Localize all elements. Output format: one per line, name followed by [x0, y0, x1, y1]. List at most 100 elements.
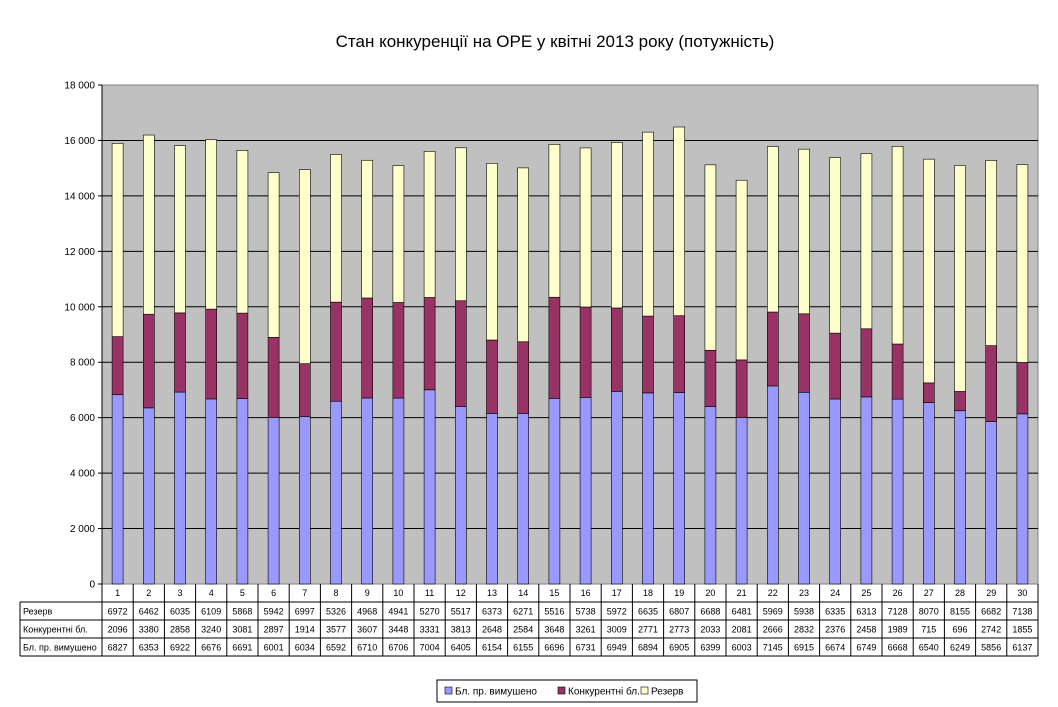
data-label: 3380 — [139, 625, 159, 635]
bar-segment — [111, 143, 124, 337]
bar-segment — [735, 359, 748, 418]
x-tick-label: 22 — [768, 588, 778, 598]
bar-segment — [798, 313, 810, 393]
data-label: 6035 — [170, 607, 190, 617]
bar-segment — [579, 397, 592, 585]
x-tick-label: 11 — [425, 588, 434, 598]
data-label: 6462 — [139, 607, 159, 617]
bar-segment — [517, 413, 530, 585]
data-label: 6635 — [638, 607, 658, 617]
data-label: 3081 — [232, 625, 252, 635]
data-label: 5938 — [794, 607, 814, 617]
x-tick-label: 30 — [1017, 588, 1027, 598]
bar-segment — [891, 146, 904, 345]
bar-segment — [954, 165, 966, 392]
bar-segment — [579, 147, 592, 308]
bar-segment — [642, 392, 654, 585]
data-label: 6313 — [856, 607, 876, 617]
bar-segment — [423, 151, 436, 298]
bar-segment — [735, 417, 748, 585]
bar-segment — [392, 302, 405, 399]
x-tick-label: 8 — [333, 588, 338, 598]
data-label: 6922 — [170, 643, 190, 653]
bar-segment — [330, 154, 342, 303]
bar-segment — [236, 150, 249, 314]
data-label: 6710 — [357, 643, 377, 653]
bar-segment — [330, 400, 342, 585]
data-label: 2033 — [700, 625, 720, 635]
y-tick-label: 8 000 — [70, 358, 95, 369]
x-tick-label: 2 — [146, 588, 151, 598]
x-tick-label: 14 — [518, 588, 528, 598]
data-label: 3448 — [388, 625, 408, 635]
bar-segment — [704, 406, 717, 585]
data-label: 8155 — [950, 607, 970, 617]
data-label: 6592 — [326, 643, 346, 653]
data-label: 6137 — [1012, 643, 1032, 653]
bar-segment — [922, 158, 935, 384]
data-label: 6706 — [388, 643, 408, 653]
bar-segment — [829, 332, 842, 400]
data-label: 3261 — [576, 625, 596, 635]
data-label: 7145 — [763, 643, 783, 653]
bar-segment — [954, 410, 966, 585]
table-row-label: Резерв — [23, 607, 52, 617]
x-tick-label: 24 — [830, 588, 840, 598]
plot-background — [101, 84, 1039, 585]
legend-swatch — [444, 686, 453, 695]
bar-segment — [236, 398, 249, 585]
bar-segment — [330, 301, 342, 402]
x-tick-label: 12 — [456, 588, 466, 598]
bar-segment — [610, 307, 623, 392]
x-tick-label: 10 — [393, 588, 403, 598]
legend-label: Бл. пр. вимушено — [455, 687, 537, 698]
data-label: 3240 — [201, 625, 221, 635]
bar-segment — [517, 167, 530, 343]
bar-segment — [111, 394, 124, 585]
bar-segment — [673, 126, 686, 317]
bar-segment — [860, 328, 873, 398]
legend-swatch — [557, 686, 566, 695]
bar-segment — [267, 172, 280, 338]
bar-segment — [236, 312, 249, 399]
data-label: 2648 — [482, 625, 502, 635]
bar-segment — [205, 308, 217, 400]
bar-segment — [392, 165, 405, 303]
data-label: 2376 — [825, 625, 845, 635]
x-tick-label: 16 — [581, 588, 591, 598]
data-label: 7138 — [1012, 607, 1032, 617]
x-tick-label: 28 — [955, 588, 965, 598]
bar-segment — [829, 157, 842, 334]
y-tick-label: 10 000 — [64, 302, 95, 313]
data-label: 6353 — [139, 643, 159, 653]
data-label: 6540 — [919, 643, 939, 653]
data-label: 5969 — [763, 607, 783, 617]
data-label: 3009 — [607, 625, 627, 635]
data-label: 3577 — [326, 625, 346, 635]
bar-segment — [486, 413, 498, 585]
bar-segment — [205, 398, 217, 585]
bar-segment — [673, 315, 686, 393]
bar-segment — [610, 391, 623, 585]
data-label: 5972 — [607, 607, 627, 617]
bar-segment — [922, 382, 935, 403]
bar-segment — [798, 392, 810, 585]
x-tick-label: 25 — [861, 588, 871, 598]
data-label: 3331 — [420, 625, 440, 635]
bar-segment — [548, 398, 561, 585]
bar-segment — [298, 363, 311, 418]
data-label: 5270 — [420, 607, 440, 617]
data-label: 7128 — [888, 607, 908, 617]
data-label: 3813 — [451, 625, 471, 635]
bar-segment — [205, 139, 217, 310]
data-label: 6682 — [981, 607, 1001, 617]
data-label: 6373 — [482, 607, 502, 617]
y-tick-label: 2 000 — [70, 524, 95, 535]
x-tick-label: 29 — [986, 588, 996, 598]
bar-segment — [298, 169, 311, 364]
data-label: 5856 — [981, 643, 1001, 653]
bar-segment — [111, 336, 124, 396]
data-label: 2458 — [856, 625, 876, 635]
data-label: 6003 — [732, 643, 752, 653]
